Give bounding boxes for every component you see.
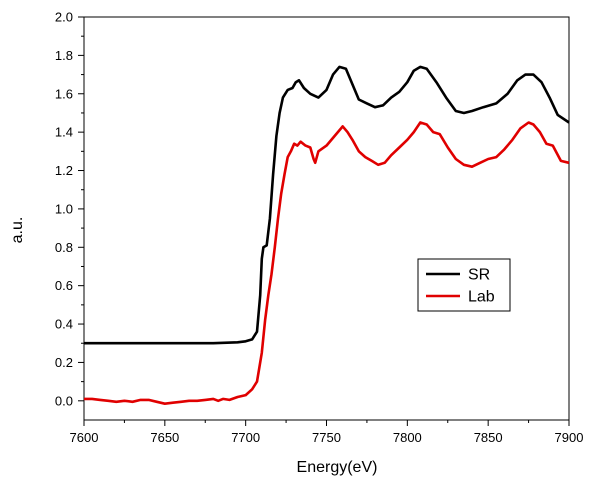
x-axis: 7600 7650 7700 7750 7800 7850 7900 [70,420,584,445]
series-line-lab [84,121,570,405]
y-axis: 0.0 0.2 0.4 0.6 0.8 1.0 1.2 1.4 1.6 1.8 2.0 [55,10,84,408]
y-tick-label: 1.2 [55,163,73,178]
x-tick-label: 7850 [474,430,503,445]
y-tick-label: 1.0 [55,201,73,216]
y-tick-label: 0.6 [55,278,73,293]
legend-box [417,258,511,312]
x-tick-label: 7650 [150,430,179,445]
series-line-sr [84,65,570,345]
y-tick-label: 0.4 [55,317,73,332]
y-tick-label: 0.2 [55,355,73,370]
y-tick-label: 1.4 [55,125,73,140]
x-tick-label: 7600 [70,430,99,445]
y-tick-label: 0.8 [55,240,73,255]
x-tick-label: 7750 [312,430,341,445]
y-axis-title: a.u. [9,217,26,244]
legend-label-sr: SR [468,267,490,284]
x-tick-label: 7800 [393,430,422,445]
y-tick-label: 1.8 [55,48,73,63]
legend-label-lab: Lab [468,289,495,306]
x-axis-title: Energy(eV) [297,459,378,476]
y-tick-label: 2.0 [55,10,73,25]
plot-border [83,16,570,421]
x-tick-label: 7900 [555,430,584,445]
plot-frame [83,16,570,421]
y-tick-label: 1.6 [55,86,73,101]
x-tick-label: 7700 [231,430,260,445]
y-tick-label: 0.0 [55,393,73,408]
legend: SR Lab [417,258,511,312]
series-layer [84,65,570,405]
